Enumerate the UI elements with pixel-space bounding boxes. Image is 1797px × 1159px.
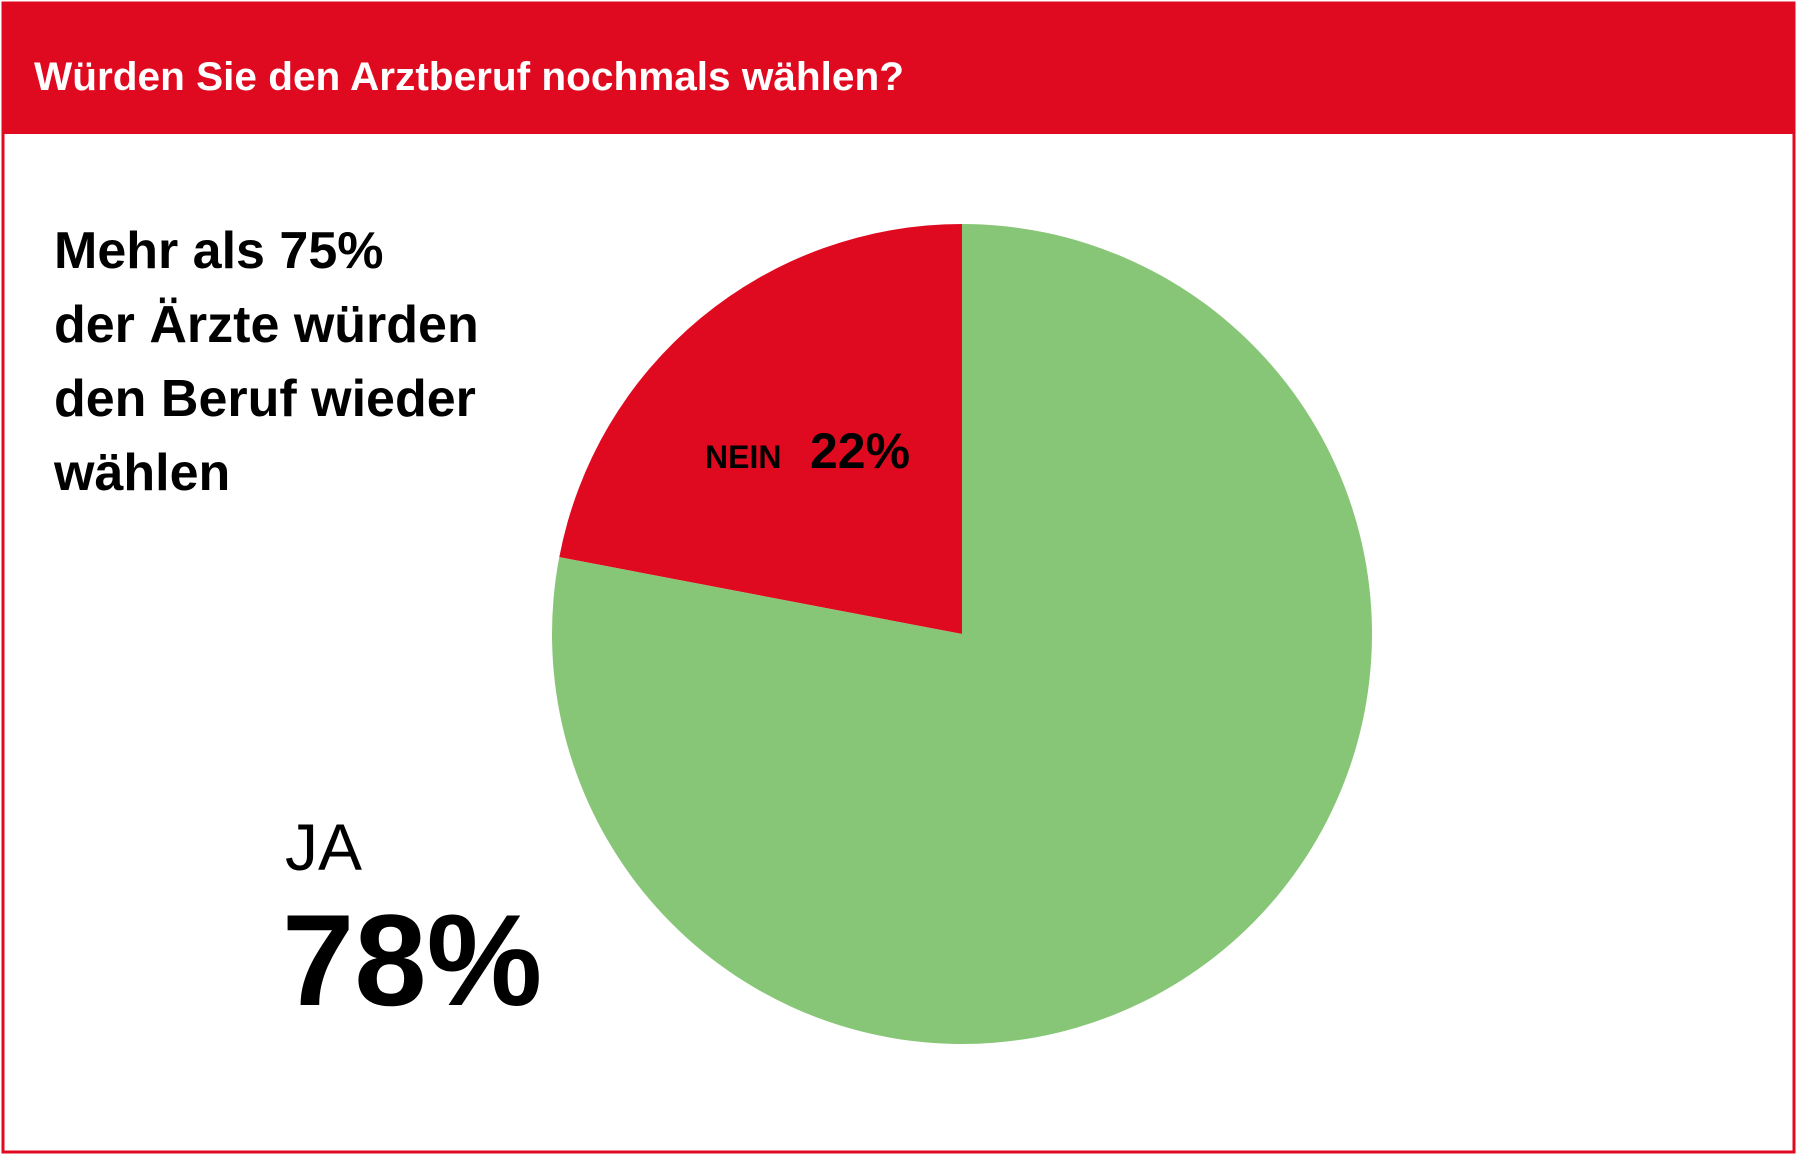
annotation-line: wählen [53,444,230,502]
pie-slice [559,224,962,634]
slice-value-label: 78% [282,887,542,1033]
annotation-line: den Beruf wieder [54,370,476,428]
slice-label: NEIN [705,439,781,475]
pie-slice [551,224,1372,1044]
slice-value-label: 22% [810,423,910,479]
slice-label: JA [285,810,362,884]
annotation-line: der Ärzte würden [54,296,479,354]
annotation: Mehr als 75% der Ärzte würden den Beruf wi… [53,222,479,502]
chart-title: Würden Sie den Arztberuf nochmals wählen… [34,55,904,99]
header-bar [3,3,1794,134]
annotation-line: Mehr als 75% [54,222,384,280]
